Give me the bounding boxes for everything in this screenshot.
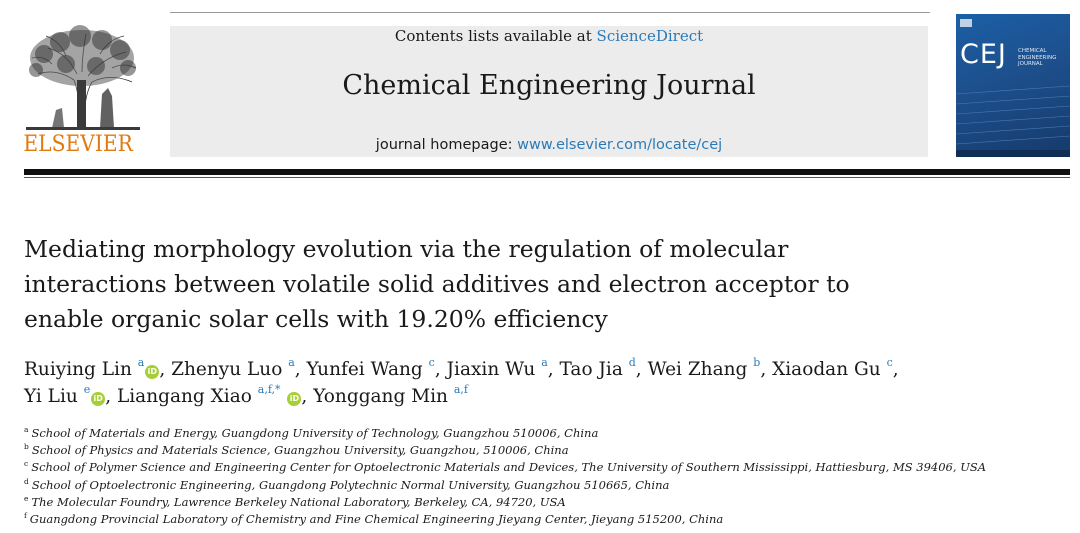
article-title: Mediating morphology evolution via the r… [24, 232, 1070, 337]
author-separator: , [301, 386, 314, 407]
author-affiliation-ref[interactable]: a,f [453, 383, 469, 396]
cover-artwork [956, 85, 1070, 157]
cover-publisher-mark-icon [960, 19, 972, 27]
contents-line: Contents lists available at ScienceDirec… [170, 26, 928, 46]
affiliation-item: d School of Optoelectronic Engineering, G… [24, 477, 1070, 494]
article-title-line: enable organic solar cells with 19.20% e… [24, 305, 608, 333]
affiliation-text: School of Optoelectronic Engineering, Gu… [31, 477, 670, 492]
affiliation-text: The Molecular Foundry, Lawrence Berkeley… [31, 494, 566, 509]
homepage-line: journal homepage: www.elsevier.com/locat… [170, 135, 928, 155]
affiliation-text: School of Materials and Energy, Guangdon… [31, 426, 599, 440]
author-name[interactable]: Liangang Xiao [116, 386, 252, 407]
affiliation-list: a School of Materials and Energy, Guangdo… [24, 425, 1070, 528]
author-affiliation-ref[interactable]: a [541, 356, 548, 369]
journal-masthead: Contents lists available at ScienceDirec… [170, 26, 928, 157]
affiliation-key: e [24, 493, 29, 503]
author-affiliation-ref[interactable]: a [288, 356, 295, 369]
affiliation-item: c School of Polymer Science and Engineeri… [24, 459, 1070, 476]
author-name[interactable]: Tao Jia [559, 359, 623, 380]
author-separator: , [294, 359, 307, 380]
author-separator: , [635, 359, 648, 380]
cover-abbreviation: CEJ [960, 39, 1007, 70]
header-thick-rule [24, 169, 1070, 175]
affiliation-key: d [24, 476, 29, 486]
orcid-icon[interactable]: iD [91, 392, 106, 406]
author-separator: , [105, 386, 117, 407]
affiliation-text: School of Physics and Materials Science,… [31, 443, 569, 458]
sciencedirect-link[interactable]: ScienceDirect [596, 27, 704, 45]
author-name[interactable]: Ruiying Lin [24, 359, 132, 380]
header-top-rule [170, 12, 930, 13]
author-separator: , [760, 359, 773, 380]
orcid-icon[interactable]: iD [145, 365, 160, 379]
article-title-line: Mediating morphology evolution via the r… [24, 235, 789, 263]
author-name[interactable]: Xiaodan Gu [772, 359, 881, 380]
author-affiliation-ref[interactable]: a [137, 356, 145, 369]
author-name[interactable]: Yi Liu [24, 386, 78, 407]
affiliation-key: a [24, 425, 29, 434]
contents-prefix: Contents lists available at [394, 27, 597, 45]
cover-name-line: CHEMICAL [1018, 48, 1047, 54]
journal-cover[interactable]: CEJ CHEMICAL ENGINEERING JOURNAL [956, 14, 1070, 157]
author-line: Yi Liu eiD, Liangang Xiao a,f,* iD, Yong… [24, 383, 1070, 410]
affiliation-key: c [24, 459, 29, 469]
author-name[interactable]: Yunfei Wang [306, 359, 423, 380]
affiliation-key: f [24, 511, 27, 521]
author-separator: , [434, 359, 447, 380]
publisher-logo[interactable]: ELSEVIER [22, 24, 144, 159]
author-separator: , [159, 359, 172, 380]
author-affiliation-ref[interactable]: b [753, 356, 761, 369]
article-title-line: interactions between volatile solid addi… [24, 270, 850, 298]
header-thin-rule [24, 177, 1070, 178]
tree-logo-icon [26, 25, 140, 130]
author-line: Ruiying Lin aiD, Zhenyu Luo a, Yunfei Wa… [24, 356, 1070, 383]
cover-name-line: ENGINEERING [1018, 54, 1057, 61]
author-name[interactable]: Jiaxin Wu [446, 359, 536, 380]
author-separator: , [892, 359, 899, 380]
cover-name-line: JOURNAL [1018, 61, 1043, 67]
author-separator: , [547, 359, 560, 380]
affiliation-text: School of Polymer Science and Engineerin… [31, 460, 987, 475]
author-list: Ruiying Lin aiD, Zhenyu Luo a, Yunfei Wa… [24, 356, 1070, 410]
author-name[interactable]: Zhenyu Luo [171, 359, 283, 380]
orcid-icon[interactable]: iD [287, 392, 302, 406]
journal-homepage-link[interactable]: www.elsevier.com/locate/cej [517, 137, 723, 153]
journal-title[interactable]: Chemical Engineering Journal [342, 70, 756, 101]
affiliation-item: f Guangdong Provincial Laboratory of Chem… [24, 511, 1070, 528]
publisher-name: ELSEVIER [23, 132, 133, 157]
affiliation-item: e The Molecular Foundry, Lawrence Berkele… [24, 494, 1070, 511]
author-name[interactable]: Yonggang Min [313, 386, 448, 407]
cover-journal-name: CHEMICAL ENGINEERING JOURNAL [1018, 48, 1068, 68]
affiliation-key: b [24, 442, 29, 452]
affiliation-item: b School of Physics and Materials Science… [24, 442, 1070, 459]
author-affiliation-ref[interactable]: e [83, 383, 91, 396]
author-affiliation-ref[interactable]: c [428, 356, 435, 369]
homepage-prefix: journal homepage: [375, 137, 518, 153]
author-name[interactable]: Wei Zhang [647, 359, 748, 380]
author-affiliation-ref[interactable]: a,f,* [257, 383, 281, 396]
author-affiliation-ref[interactable]: d [628, 356, 636, 369]
affiliation-text: Guangdong Provincial Laboratory of Chemi… [29, 512, 724, 527]
author-affiliation-ref[interactable]: c [886, 356, 893, 369]
affiliation-item: a School of Materials and Energy, Guangdo… [24, 425, 1070, 442]
